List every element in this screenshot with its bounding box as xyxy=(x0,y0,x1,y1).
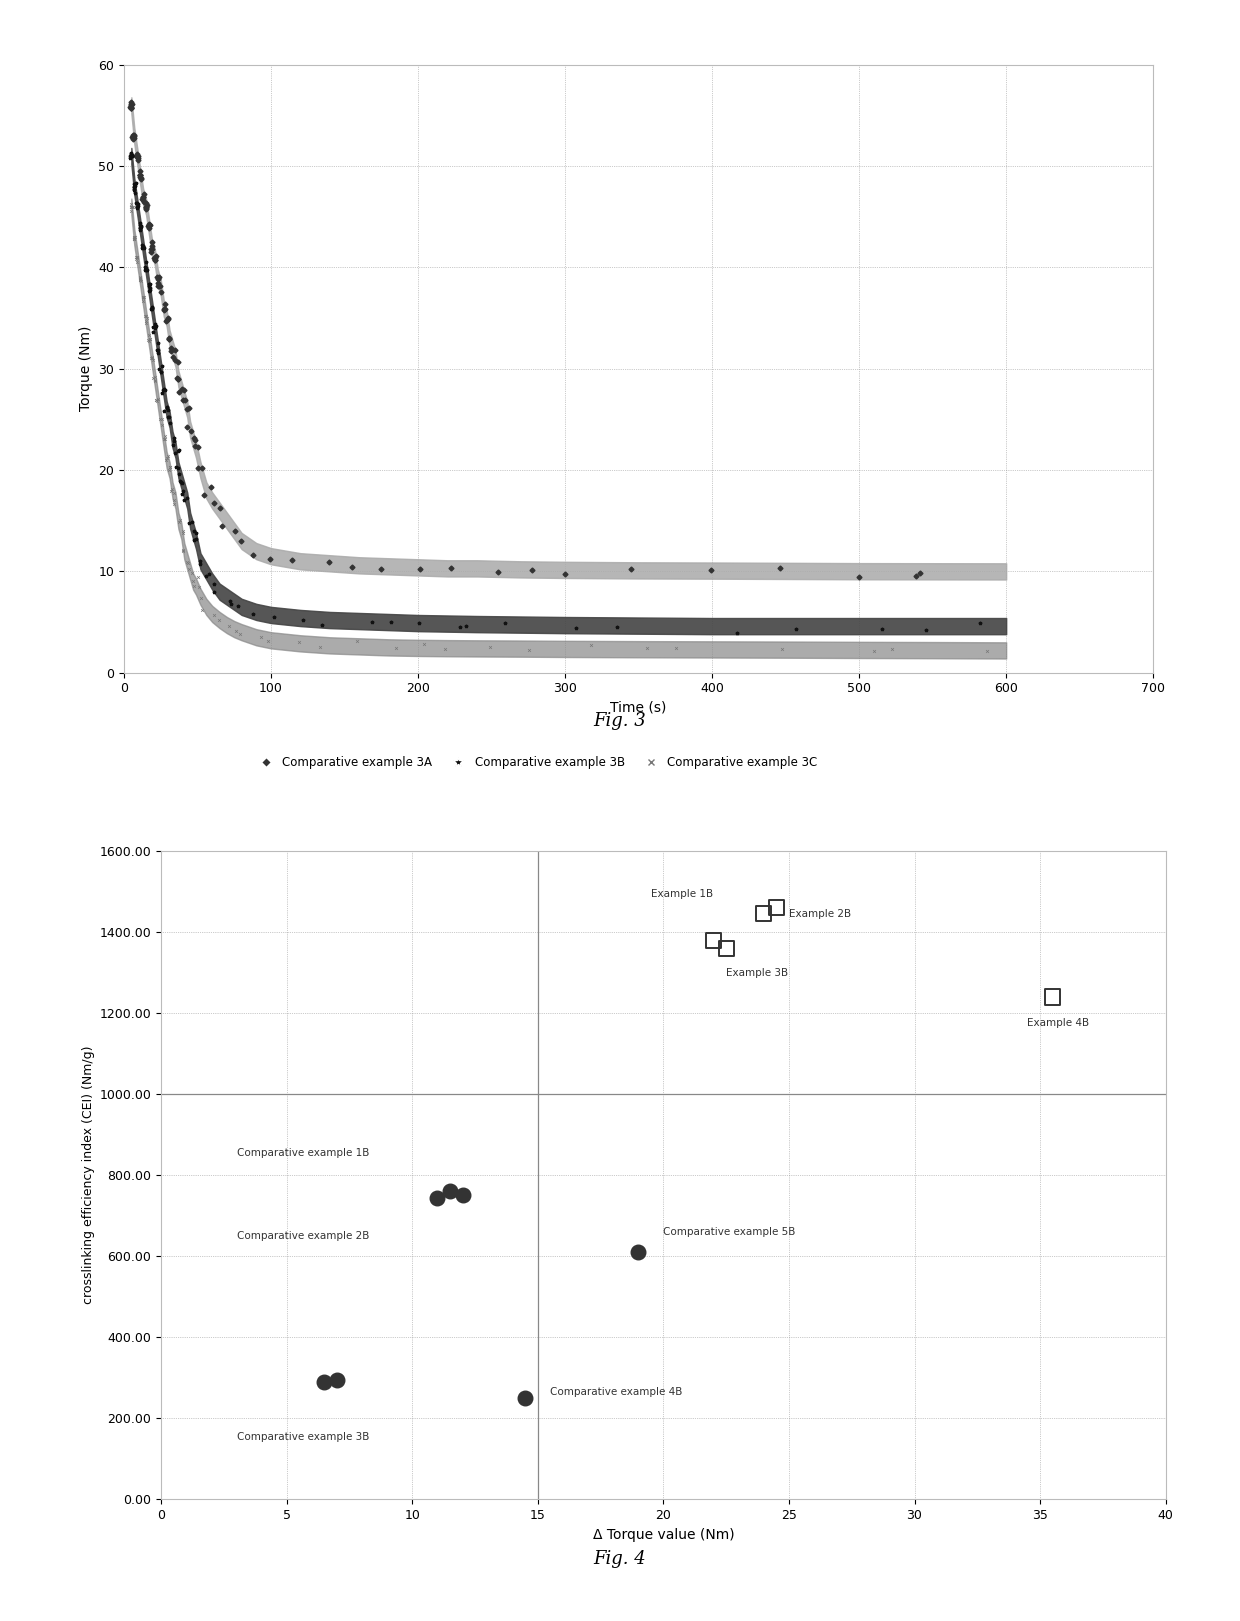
Point xyxy=(766,895,786,921)
Point xyxy=(717,935,737,961)
Text: Comparative example 1B: Comparative example 1B xyxy=(237,1148,370,1157)
Point xyxy=(315,1368,335,1394)
Point xyxy=(629,1238,649,1264)
Text: Comparative example 2B: Comparative example 2B xyxy=(237,1230,370,1242)
Text: Comparative example 5B: Comparative example 5B xyxy=(663,1227,796,1237)
Point xyxy=(327,1367,347,1392)
Point xyxy=(453,1183,472,1209)
Text: Example 1B: Example 1B xyxy=(651,888,713,898)
Point xyxy=(704,927,724,953)
X-axis label: Time (s): Time (s) xyxy=(610,700,667,715)
X-axis label: Δ Torque value (Nm): Δ Torque value (Nm) xyxy=(593,1527,734,1542)
Text: Example 4B: Example 4B xyxy=(1028,1018,1090,1028)
Point xyxy=(516,1384,536,1410)
Y-axis label: Torque (Nm): Torque (Nm) xyxy=(78,326,93,412)
Point xyxy=(428,1185,448,1211)
Text: Comparative example 4B: Comparative example 4B xyxy=(551,1388,683,1397)
Point xyxy=(1043,984,1063,1010)
Legend: Comparative example 3A, Comparative example 3B, Comparative example 3C: Comparative example 3A, Comparative exam… xyxy=(249,752,822,773)
Text: Example 2B: Example 2B xyxy=(789,909,851,919)
Point xyxy=(754,901,774,927)
Point xyxy=(440,1178,460,1204)
Y-axis label: crosslinking efficiency index (CEI) (Nm/g): crosslinking efficiency index (CEI) (Nm/… xyxy=(82,1046,95,1305)
Text: Comparative example 3B: Comparative example 3B xyxy=(237,1431,370,1441)
Text: Fig. 3: Fig. 3 xyxy=(594,712,646,731)
Text: Fig. 4: Fig. 4 xyxy=(594,1550,646,1569)
Text: Example 3B: Example 3B xyxy=(727,968,789,977)
